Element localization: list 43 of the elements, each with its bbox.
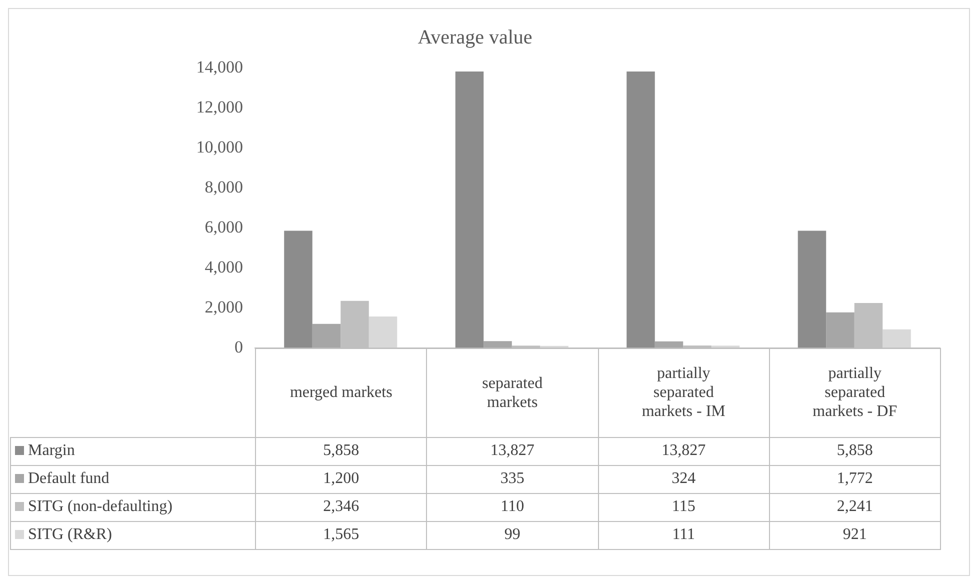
bar — [626, 71, 655, 348]
y-tick-label: 0 — [234, 337, 243, 356]
legend-label: Default fund — [10, 465, 256, 494]
x-tick-label: partially separated markets - DF — [769, 348, 940, 438]
bar — [882, 329, 911, 348]
x-tick-label: merged markets — [256, 348, 427, 438]
y-tick-label: 6,000 — [204, 217, 243, 236]
bar — [826, 312, 854, 348]
data-label: 1,772 — [769, 465, 940, 494]
bar — [798, 230, 826, 348]
legend-label: SITG (non-defaulting) — [10, 493, 256, 522]
y-tick-label: 2,000 — [204, 297, 243, 316]
bar — [284, 230, 312, 348]
chart-title: Average value — [418, 26, 532, 48]
y-tick-label: 8,000 — [204, 177, 243, 196]
x-tick-label: separated markets — [426, 348, 598, 438]
bar — [312, 324, 341, 348]
legend-label: SITG (R&R) — [10, 521, 256, 550]
y-tick-label: 10,000 — [196, 137, 243, 156]
y-tick-label: 14,000 — [196, 57, 243, 76]
data-label: 111 — [598, 521, 770, 550]
data-label: 1,200 — [256, 465, 427, 494]
data-label: 1,565 — [256, 521, 427, 550]
bar — [368, 316, 398, 348]
legend-label: Margin — [10, 437, 256, 466]
bar — [455, 71, 484, 348]
data-label: 324 — [598, 465, 770, 494]
data-label: 13,827 — [598, 437, 770, 466]
data-label: 5,858 — [769, 437, 940, 466]
data-label: 2,346 — [256, 493, 427, 522]
data-label: 335 — [426, 465, 598, 494]
y-tick-label: 12,000 — [196, 97, 243, 116]
bar — [654, 341, 684, 348]
data-label: 99 — [426, 521, 598, 550]
data-label: 2,241 — [769, 493, 940, 522]
data-label: 13,827 — [426, 437, 598, 466]
x-tick-label: partially separated markets - IM — [598, 348, 770, 438]
data-label: 115 — [598, 493, 770, 522]
data-label: 110 — [426, 493, 598, 522]
y-tick-label: 4,000 — [204, 257, 243, 276]
data-label: 921 — [769, 521, 940, 550]
data-label: 5,858 — [256, 437, 427, 466]
bar — [484, 341, 512, 348]
